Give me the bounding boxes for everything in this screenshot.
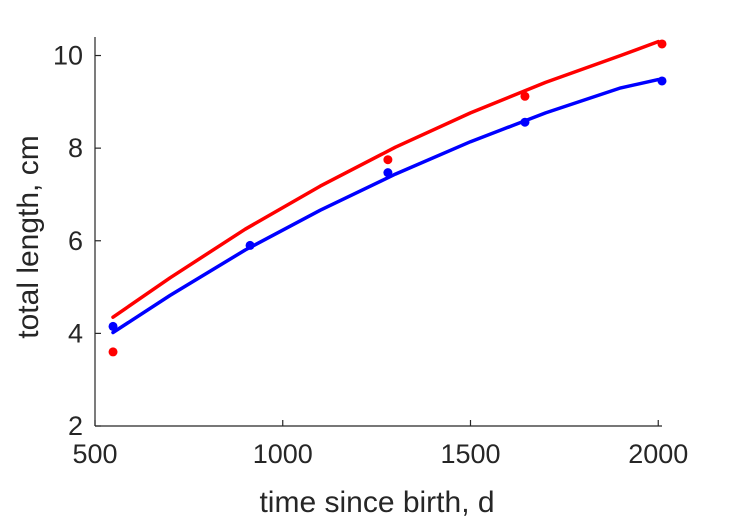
y-tick-label: 6 [68,226,83,256]
y-tick-label: 4 [68,318,83,348]
data-point [383,155,393,165]
fit-curve [111,77,660,335]
series-1 [108,39,667,357]
y-tick-label: 2 [68,411,83,441]
data-point [383,168,393,178]
y-axis-label: total length, cm [12,135,45,338]
x-tick-label: 500 [72,439,117,469]
x-tick-label: 2000 [628,439,688,469]
axes [94,37,662,427]
data-point [108,347,118,357]
fit-curve [111,39,660,319]
data-point [657,39,667,49]
data-point [245,240,255,250]
data-point [520,91,530,101]
data-point [520,117,530,127]
x-tick-label: 1000 [253,439,313,469]
x-tick-label: 1500 [440,439,500,469]
series-2 [108,76,667,335]
ticks: 500 1000 1500 2000 2 4 6 8 10 [53,41,688,469]
y-tick-label: 10 [53,41,83,71]
x-axis-label: time since birth, d [259,486,494,519]
y-tick-label: 8 [68,133,83,163]
data-point [657,76,667,86]
data-point [108,321,118,331]
series-layer [108,39,667,357]
